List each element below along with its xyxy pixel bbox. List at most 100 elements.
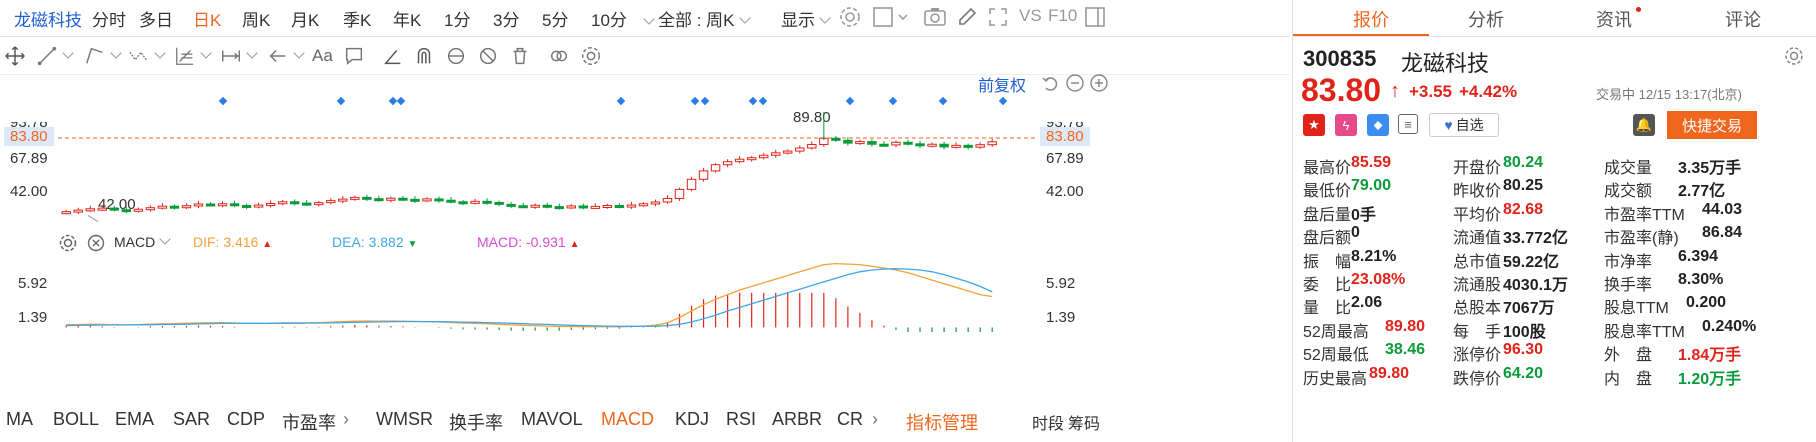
candle bbox=[289, 199, 300, 206]
text-tool-icon[interactable]: Aa bbox=[312, 46, 333, 65]
indicator-tab-arbr[interactable]: ARBR bbox=[772, 409, 823, 429]
period-tab-quarterly[interactable]: 季K bbox=[343, 11, 372, 30]
price-adjust-button[interactable]: 前复权 bbox=[978, 78, 1027, 95]
notes-icon[interactable]: ≡ bbox=[1398, 114, 1418, 134]
move-crosshair-icon[interactable] bbox=[4, 44, 26, 68]
alert-bell-icon[interactable]: 🔔 bbox=[1633, 114, 1655, 136]
candle-body bbox=[554, 206, 564, 210]
stat-value: 33.772亿 bbox=[1503, 230, 1568, 248]
panel-settings-gear-icon[interactable] bbox=[1783, 45, 1805, 67]
period-tab-intraday[interactable]: 分时 bbox=[92, 11, 126, 30]
indicator-tab-cr[interactable]: CR bbox=[837, 409, 863, 429]
candle bbox=[554, 203, 564, 210]
compare-vs-button[interactable]: VS bbox=[1019, 6, 1042, 25]
macd-axis-label: 5.92 bbox=[18, 275, 48, 292]
candle-body bbox=[855, 141, 865, 145]
macd-settings-gear-icon[interactable] bbox=[58, 233, 78, 253]
indicator-tab-rsi[interactable]: RSI bbox=[726, 409, 757, 429]
period-tab-multiday[interactable]: 多日 bbox=[139, 11, 173, 30]
candle-body bbox=[662, 197, 673, 203]
draw-settings-gear-icon[interactable] bbox=[580, 44, 602, 68]
comment-tool-icon[interactable] bbox=[343, 44, 365, 68]
indicator-tab-mavol[interactable]: MAVOL bbox=[521, 409, 583, 429]
candle bbox=[506, 201, 516, 209]
tab-analysis[interactable]: 分析 bbox=[1468, 10, 1504, 30]
indicator-tab-macd[interactable]: MACD bbox=[601, 409, 654, 429]
stat-value: 59.22亿 bbox=[1503, 253, 1560, 271]
undo-icon[interactable] bbox=[1040, 72, 1062, 94]
lock-drawings-icon[interactable] bbox=[445, 44, 467, 68]
hide-drawings-icon[interactable] bbox=[477, 44, 499, 68]
chevron-right-icon[interactable]: › bbox=[343, 409, 349, 429]
line-tool-icon[interactable] bbox=[36, 44, 74, 68]
link-compare-icon[interactable] bbox=[548, 44, 570, 68]
heart-icon: ♥ bbox=[1444, 117, 1453, 133]
indicator-tab-turnover[interactable]: 换手率 bbox=[449, 413, 503, 433]
chevron-down-icon bbox=[110, 47, 122, 59]
pencil-icon[interactable] bbox=[955, 5, 979, 29]
period-tab-weekly[interactable]: 周K bbox=[242, 11, 271, 30]
camera-icon[interactable] bbox=[922, 5, 948, 29]
candle bbox=[939, 141, 949, 150]
measure-tool-icon[interactable] bbox=[220, 44, 258, 68]
indicator-tab-ma[interactable]: MA bbox=[6, 409, 33, 429]
period-tab-10min[interactable]: 10分 bbox=[591, 11, 627, 30]
range-select[interactable]: 全部 : 周K bbox=[658, 6, 751, 31]
channel-tool-icon[interactable] bbox=[84, 44, 122, 68]
indicator-manage-button[interactable]: 指标管理 bbox=[906, 413, 978, 433]
layout-square-icon[interactable] bbox=[872, 5, 912, 29]
indicator-tab-ema[interactable]: EMA bbox=[115, 409, 155, 429]
tab-comments[interactable]: 评论 bbox=[1725, 10, 1761, 30]
tag-icon[interactable]: ⬥ bbox=[1367, 114, 1389, 136]
period-tab-1min[interactable]: 1分 bbox=[444, 11, 471, 30]
fibonacci-tool-icon[interactable] bbox=[174, 44, 212, 68]
candle-body bbox=[710, 164, 721, 172]
macd-close-icon[interactable] bbox=[86, 233, 106, 253]
kline-chart[interactable]: 前复权 93.78 83.80 67.89 42.00 93.78 83.80 … bbox=[0, 74, 1290, 398]
indicator-tab-boll[interactable]: BOLL bbox=[53, 409, 100, 429]
fullscreen-icon[interactable] bbox=[986, 5, 1010, 29]
macd-axis-label: 1.39 bbox=[1046, 309, 1076, 326]
indicator-tab-cdp[interactable]: CDP bbox=[227, 409, 266, 429]
period-tab-daily[interactable]: 日K bbox=[193, 11, 222, 30]
period-tab-5min[interactable]: 5分 bbox=[542, 11, 569, 30]
display-menu[interactable]: 显示 bbox=[781, 6, 831, 31]
indicator-tab-wmsr[interactable]: WMSR bbox=[376, 409, 433, 429]
candle bbox=[145, 205, 156, 212]
stock-title[interactable]: 龙磁科技 bbox=[14, 11, 82, 30]
add-watchlist-button[interactable]: ♥ 自选 bbox=[1429, 113, 1499, 137]
chevron-right-icon[interactable]: › bbox=[872, 409, 878, 429]
session-button[interactable]: 时段 bbox=[1032, 416, 1065, 433]
indicator-tab-pe[interactable]: 市盈率 bbox=[282, 413, 336, 433]
candle-body bbox=[470, 200, 480, 204]
candle-body bbox=[795, 147, 805, 152]
indicator-tab-sar[interactable]: SAR bbox=[173, 409, 211, 429]
angle-tool-icon[interactable] bbox=[382, 44, 404, 68]
period-tab-yearly[interactable]: 年K bbox=[393, 11, 422, 30]
stat-value: 6.394 bbox=[1678, 247, 1719, 265]
tab-news[interactable]: 资讯 bbox=[1596, 10, 1632, 30]
delete-trash-icon[interactable] bbox=[509, 44, 531, 68]
period-tab-3min[interactable]: 3分 bbox=[493, 11, 520, 30]
zoom-in-icon[interactable] bbox=[1088, 72, 1110, 94]
wave-tool-icon[interactable] bbox=[128, 44, 166, 68]
sidebar-toggle-icon[interactable] bbox=[1083, 5, 1107, 29]
settings-gear-icon[interactable] bbox=[838, 5, 862, 29]
indicator-tab-kdj[interactable]: KDJ bbox=[675, 409, 710, 429]
event-marker-diamond bbox=[396, 96, 406, 106]
candle bbox=[181, 203, 192, 210]
macd-indicator-select[interactable]: MACD bbox=[114, 233, 171, 250]
chip-distribution-button[interactable]: 筹码 bbox=[1068, 416, 1101, 433]
stat-value: 0手 bbox=[1351, 206, 1376, 224]
candle bbox=[434, 196, 444, 203]
zoom-out-icon[interactable] bbox=[1064, 72, 1086, 94]
arrow-tool-icon[interactable] bbox=[267, 44, 305, 68]
tab-quote[interactable]: 报价 bbox=[1353, 10, 1389, 30]
quick-trade-button[interactable]: 快捷交易 bbox=[1667, 111, 1757, 139]
candle-body bbox=[326, 200, 336, 204]
stat-value: 80.25 bbox=[1503, 177, 1544, 195]
magnet-icon[interactable] bbox=[413, 44, 435, 68]
period-tab-monthly[interactable]: 月K bbox=[291, 11, 320, 30]
f10-button[interactable]: F10 bbox=[1048, 6, 1078, 25]
chevron-down-icon[interactable] bbox=[643, 13, 655, 25]
